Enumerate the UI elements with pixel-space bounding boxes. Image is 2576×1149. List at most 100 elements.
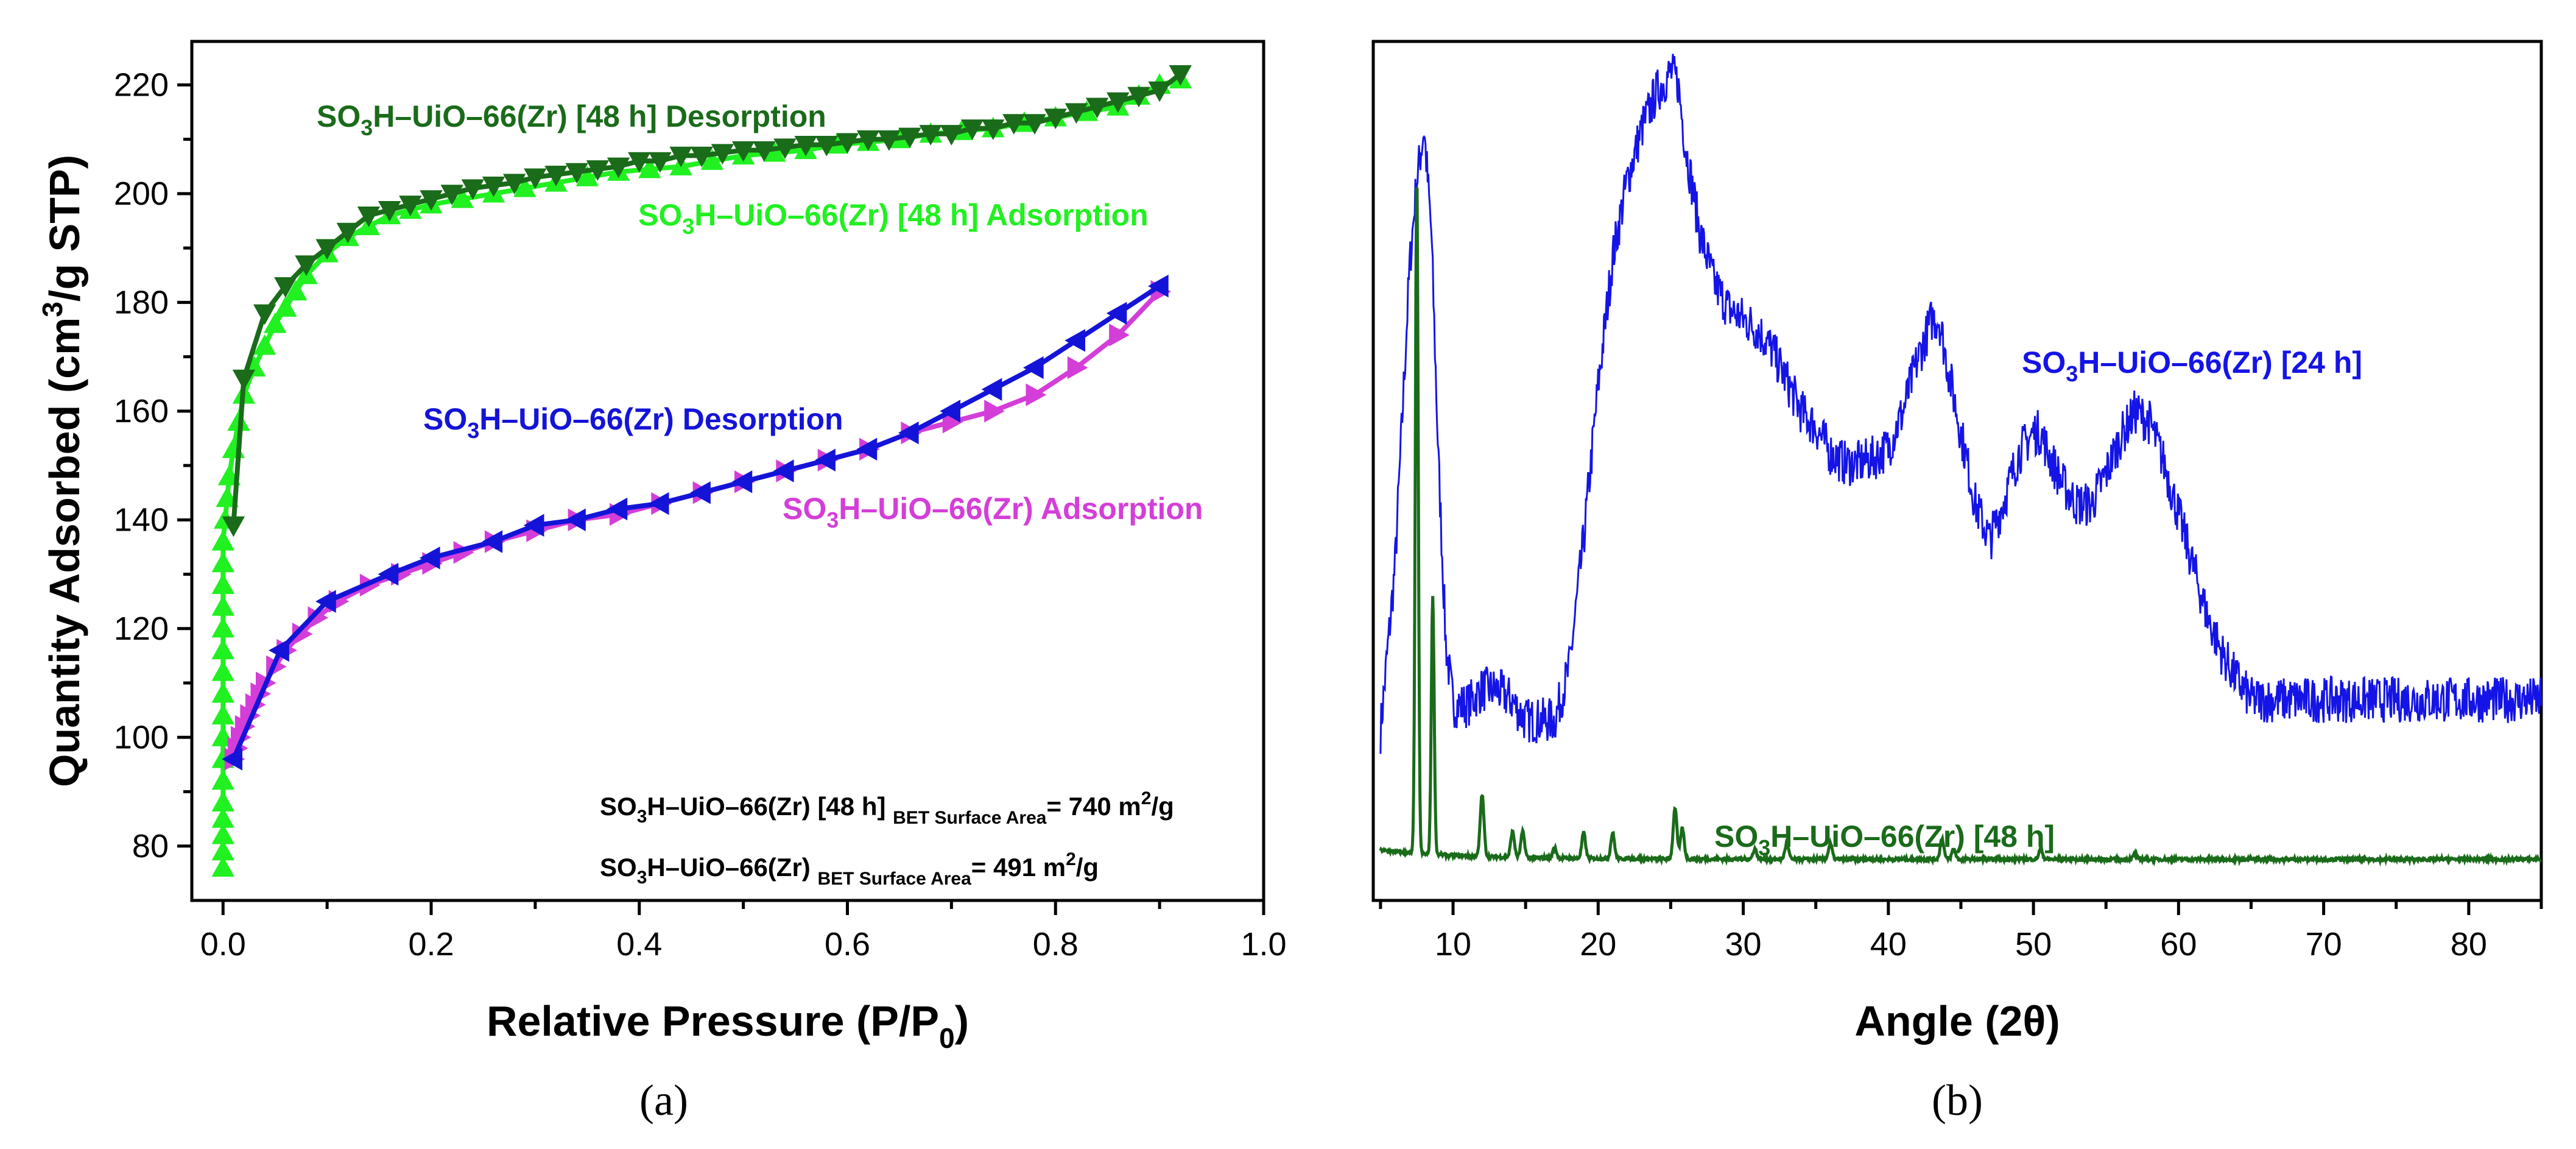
panel-b: 10 20 30 40 50 60 70 80 Angle (2θ) SO3H–UiO–66(… bbox=[1371, 40, 2543, 1125]
data-point-marker bbox=[575, 166, 599, 186]
data-point-marker bbox=[984, 400, 1005, 423]
data-point-marker bbox=[211, 551, 234, 573]
series-line bbox=[231, 284, 1161, 760]
data-point-marker bbox=[982, 119, 1005, 140]
data-point-marker bbox=[700, 149, 724, 170]
data-point-marker bbox=[211, 617, 234, 638]
x-tick-label: 50 bbox=[2015, 926, 2052, 963]
data-point-marker bbox=[878, 130, 901, 151]
data-point-marker bbox=[607, 497, 628, 521]
data-point-marker bbox=[731, 141, 755, 162]
data-point-marker bbox=[607, 157, 630, 179]
data-point-marker bbox=[1106, 302, 1127, 325]
data-point-marker bbox=[211, 791, 234, 811]
data-point-marker bbox=[440, 185, 463, 205]
data-point-marker bbox=[216, 486, 239, 507]
data-point-marker bbox=[211, 682, 234, 703]
data-point-marker bbox=[211, 704, 234, 725]
data-point-marker bbox=[856, 437, 878, 461]
data-point-marker bbox=[836, 133, 859, 154]
data-point-marker bbox=[648, 492, 669, 515]
data-point-marker bbox=[378, 562, 399, 586]
data-point-marker bbox=[815, 448, 836, 472]
data-point-marker bbox=[211, 769, 234, 790]
data-point-marker bbox=[420, 190, 443, 211]
data-point-marker bbox=[222, 748, 242, 771]
panel-a-series bbox=[211, 65, 1192, 877]
data-point-marker bbox=[586, 160, 610, 181]
bet-48h-surface-area: SO3H–UiO–66(Zr) [48 h] BET Surface Area=… bbox=[600, 788, 1174, 828]
data-point-marker bbox=[960, 119, 984, 140]
annotation-desorption: SO3H–UiO–66(Zr) Desorption bbox=[423, 402, 843, 443]
data-point-marker bbox=[1065, 329, 1086, 352]
data-point-marker bbox=[544, 166, 568, 186]
data-point-marker bbox=[399, 196, 422, 216]
data-point-marker bbox=[482, 530, 503, 553]
data-point-marker bbox=[1085, 97, 1109, 119]
data-point-marker bbox=[1044, 108, 1067, 129]
data-point-marker bbox=[378, 201, 401, 222]
data-point-marker bbox=[253, 304, 276, 325]
data-point-marker bbox=[773, 459, 794, 483]
data-point-marker bbox=[211, 856, 234, 877]
panel-a: 0.0 0.2 0.4 0.6 0.8 1.0 80 100 120 140 160 180 200 22… bbox=[37, 40, 1287, 1125]
data-point-marker bbox=[690, 146, 713, 168]
y-tick-label: 180 bbox=[114, 284, 169, 320]
panel-a-x-axis-title: Relative Pressure (P/P0) bbox=[487, 997, 969, 1054]
series-line-48h bbox=[1379, 186, 2542, 867]
data-point-marker bbox=[222, 516, 245, 537]
data-point-marker bbox=[451, 187, 474, 208]
x-tick-label: 0.8 bbox=[1033, 926, 1079, 963]
data-point-marker bbox=[269, 638, 289, 662]
data-point-marker bbox=[649, 152, 672, 173]
data-point-marker bbox=[1148, 274, 1169, 298]
x-tick-label: 0.6 bbox=[825, 926, 870, 963]
x-tick-label: 70 bbox=[2306, 926, 2342, 963]
data-point-marker bbox=[1065, 103, 1088, 124]
annotation-adsorption: SO3H–UiO–66(Zr) Adsorption bbox=[783, 492, 1203, 532]
data-point-marker bbox=[284, 280, 308, 301]
panel-b-plot-frame bbox=[1371, 40, 2543, 902]
x-tick-label: 30 bbox=[1725, 926, 1762, 963]
x-tick-label: 10 bbox=[1435, 926, 1471, 963]
data-point-marker bbox=[523, 514, 544, 537]
y-tick-label: 200 bbox=[114, 175, 169, 212]
data-point-marker bbox=[211, 573, 234, 595]
data-point-marker bbox=[211, 529, 234, 551]
data-point-marker bbox=[565, 163, 588, 184]
data-point-marker bbox=[794, 135, 817, 157]
panel-b-label: (b) bbox=[1932, 1076, 1983, 1125]
annotation-48h-desorption: SO3H–UiO–66(Zr) [48 h] Desorption bbox=[317, 99, 826, 140]
data-point-marker bbox=[669, 146, 692, 168]
data-point-marker bbox=[1109, 323, 1130, 347]
panel-a-label: (a) bbox=[639, 1076, 688, 1125]
data-point-marker bbox=[856, 130, 880, 151]
data-point-marker bbox=[690, 481, 711, 504]
panel-a-y-axis-title: Quantity Adsorbed (cm3/g STP) bbox=[37, 155, 88, 787]
data-point-marker bbox=[482, 176, 505, 197]
data-point-marker bbox=[898, 127, 921, 149]
data-point-marker bbox=[940, 400, 960, 423]
data-point-marker bbox=[211, 807, 234, 828]
data-point-marker bbox=[1067, 356, 1088, 380]
data-point-marker bbox=[1023, 356, 1044, 380]
data-point-marker bbox=[211, 823, 234, 844]
data-point-marker bbox=[524, 168, 547, 189]
data-point-marker bbox=[232, 369, 256, 391]
data-point-marker bbox=[211, 595, 234, 616]
data-point-marker bbox=[357, 206, 381, 227]
y-tick-label: 80 bbox=[132, 828, 169, 864]
data-point-marker bbox=[211, 840, 234, 861]
y-tick-label: 120 bbox=[114, 610, 169, 647]
y-tick-label: 160 bbox=[114, 393, 169, 430]
data-point-marker bbox=[711, 144, 734, 165]
data-point-marker bbox=[981, 378, 1002, 401]
panel-b-series bbox=[1379, 54, 2543, 867]
data-point-marker bbox=[731, 470, 753, 493]
x-tick-label: 60 bbox=[2160, 926, 2197, 963]
data-point-marker bbox=[253, 334, 276, 355]
data-point-marker bbox=[295, 255, 318, 276]
data-point-marker bbox=[898, 421, 919, 445]
annotation-48h: SO3H–UiO–66(Zr) [48 h] bbox=[1714, 819, 2055, 860]
data-point-marker bbox=[1148, 81, 1171, 102]
